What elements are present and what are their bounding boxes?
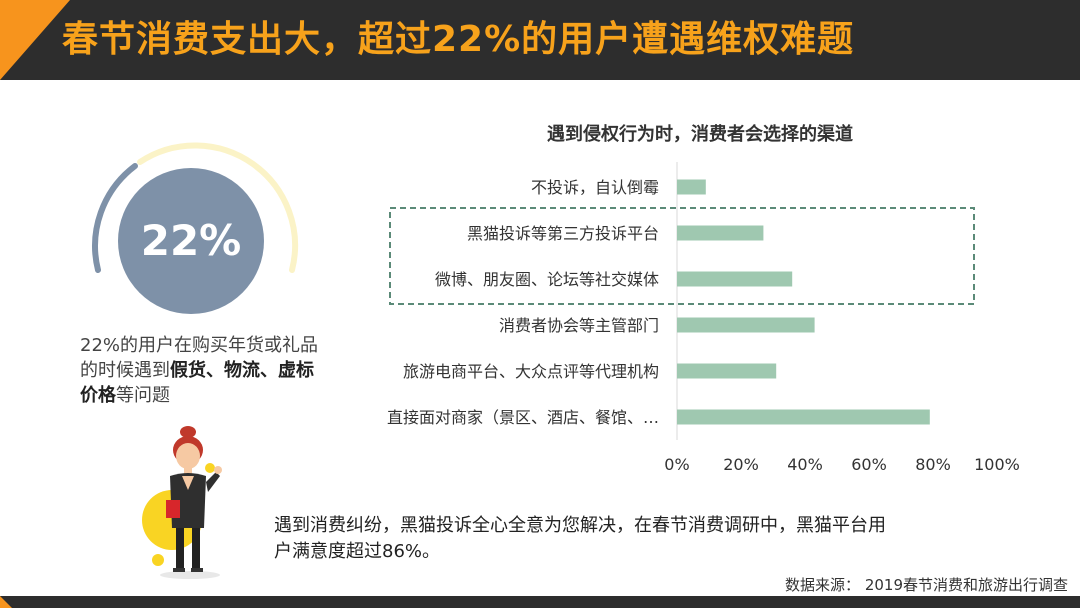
x-tick-label: 80% <box>915 455 951 474</box>
x-tick-label: 60% <box>851 455 887 474</box>
page-title: 春节消费支出大，超过22%的用户遭遇维权难题 <box>62 19 855 60</box>
gauge-circle <box>118 168 264 314</box>
left-description: 22%的用户在购买年货或礼品的时候遇到假货、物流、虚标价格等问题 <box>80 333 320 408</box>
bar <box>677 409 930 425</box>
person-illustration <box>142 426 222 579</box>
x-tick-label: 40% <box>787 455 823 474</box>
bottom-bar <box>0 596 1080 608</box>
header-accent <box>0 0 70 80</box>
gauge-value: 22% <box>140 216 242 265</box>
chart-plot: 不投诉，自认倒霉黑猫投诉等第三方投诉平台微博、朋友圈、论坛等社交媒体消费者协会等… <box>387 162 1020 474</box>
x-tick-label: 0% <box>664 455 689 474</box>
category-label: 旅游电商平台、大众点评等代理机构 <box>403 362 659 381</box>
bar <box>677 179 706 195</box>
bar <box>677 225 764 241</box>
chart-title: 遇到侵权行为时，消费者会选择的渠道 <box>547 124 853 145</box>
category-label: 直接面对商家（景区、酒店、餐馆、… <box>387 408 659 427</box>
x-tick-label: 100% <box>974 455 1020 474</box>
footer-message: 遇到消费纠纷，黑猫投诉全心全意为您解决，在春节消费调研中，黑猫平台用户满意度超过… <box>274 515 886 562</box>
bar <box>677 317 815 333</box>
highlight-box <box>389 207 975 305</box>
data-source: 数据来源： 2019春节消费和旅游出行调查 <box>785 576 1068 594</box>
category-label: 消费者协会等主管部门 <box>499 316 659 335</box>
category-label: 不投诉，自认倒霉 <box>531 178 659 197</box>
header-bar <box>0 0 1080 80</box>
bar <box>677 271 793 287</box>
bar <box>677 363 777 379</box>
bottom-accent <box>0 596 12 608</box>
channel-chart: 遇到侵权行为时，消费者会选择的渠道 不投诉，自认倒霉黑猫投诉等第三方投诉平台微博… <box>340 110 1060 480</box>
desc-part: 等问题 <box>116 385 170 406</box>
x-tick-label: 20% <box>723 455 759 474</box>
desc-part: 22%的用户在购买年货或礼品的时候遇到 <box>80 335 319 381</box>
category-label: 黑猫投诉等第三方投诉平台 <box>467 224 659 243</box>
category-label: 微博、朋友圈、论坛等社交媒体 <box>435 270 659 289</box>
desc-part-bold: 假货、物流、虚标价格 <box>80 360 314 406</box>
gauge-arc <box>92 142 299 273</box>
